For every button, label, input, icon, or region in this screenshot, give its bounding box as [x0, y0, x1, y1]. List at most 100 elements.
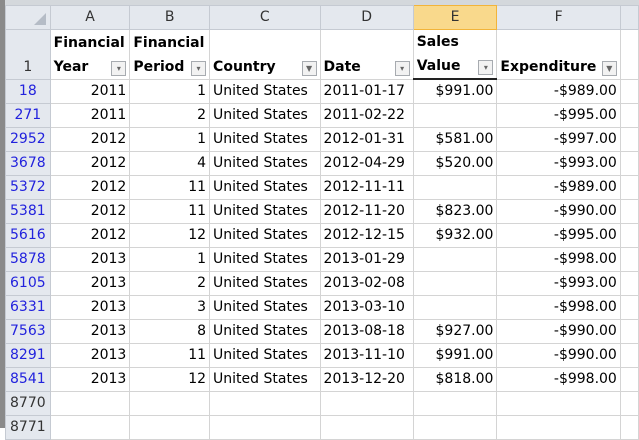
column-header-C[interactable]: C	[209, 5, 321, 30]
filter-funnel-icon[interactable]: ▼	[301, 60, 317, 76]
cell-period[interactable]: 3	[129, 295, 211, 320]
cell-country[interactable]: United States	[209, 103, 321, 128]
row-header[interactable]: 7563	[5, 319, 51, 344]
cell[interactable]	[619, 127, 639, 152]
cell-year[interactable]: 2012	[49, 127, 131, 152]
cell-year[interactable]: 2011	[49, 103, 131, 128]
dropdown-icon[interactable]: ▾	[111, 60, 127, 76]
cell[interactable]	[619, 319, 639, 344]
cell-country[interactable]: United States	[209, 271, 321, 296]
cell-sales[interactable]	[412, 271, 498, 296]
row-header[interactable]: 5878	[5, 247, 51, 272]
cell-date[interactable]: 2012-12-15	[319, 223, 414, 248]
row-header[interactable]: 1	[5, 29, 51, 80]
cell-sales[interactable]: $818.00	[412, 367, 498, 392]
cell-year[interactable]: 2013	[49, 271, 131, 296]
cell[interactable]	[619, 151, 639, 176]
cell[interactable]	[412, 391, 498, 416]
column-header-D[interactable]: D	[319, 5, 414, 30]
cell-date[interactable]: 2013-02-08	[319, 271, 414, 296]
cell-year[interactable]: 2013	[49, 247, 131, 272]
cell-country[interactable]: United States	[209, 151, 321, 176]
cell-sales[interactable]	[412, 175, 498, 200]
cell-year[interactable]: 2011	[49, 78, 131, 104]
cell[interactable]	[619, 199, 639, 224]
cell-sales[interactable]: $932.00	[412, 223, 498, 248]
dropdown-icon[interactable]: ▾	[478, 60, 494, 75]
cell-exp[interactable]: -$990.00	[496, 199, 621, 224]
cell-year[interactable]: 2012	[49, 199, 131, 224]
cell[interactable]	[496, 391, 621, 416]
cell-exp[interactable]: -$995.00	[496, 223, 621, 248]
dropdown-icon[interactable]: ▾	[394, 60, 410, 76]
cell-year[interactable]: 2013	[49, 319, 131, 344]
cell-sales[interactable]: $991.00	[412, 343, 498, 368]
cell-date[interactable]: 2011-01-17	[319, 78, 414, 104]
filter-funnel-icon[interactable]: ▼	[601, 60, 617, 76]
column-header-partial[interactable]	[619, 5, 639, 30]
cell-country[interactable]: United States	[209, 223, 321, 248]
cell-sales[interactable]	[412, 247, 498, 272]
cell-date[interactable]: 2013-08-18	[319, 319, 414, 344]
cell-sales[interactable]: $581.00	[412, 127, 498, 152]
cell[interactable]	[619, 391, 639, 416]
cell-country[interactable]: United States	[209, 175, 321, 200]
cell-date[interactable]: 2013-12-20	[319, 367, 414, 392]
cell-sales[interactable]: $991.00	[412, 78, 498, 104]
cell[interactable]	[619, 295, 639, 320]
cell-period[interactable]: 1	[129, 78, 211, 104]
row-header[interactable]: 2952	[5, 127, 51, 152]
cell[interactable]	[619, 343, 639, 368]
cell-year[interactable]: 2012	[49, 175, 131, 200]
column-header-E[interactable]: E	[412, 5, 498, 30]
cell[interactable]	[619, 271, 639, 296]
cell-date[interactable]: 2013-01-29	[319, 247, 414, 272]
cell-date[interactable]: 2011-02-22	[319, 103, 414, 128]
cell-exp[interactable]: -$989.00	[496, 78, 621, 104]
cell-exp[interactable]: -$993.00	[496, 151, 621, 176]
cell-exp[interactable]: -$993.00	[496, 271, 621, 296]
column-header-B[interactable]: B	[129, 5, 211, 30]
cell[interactable]	[619, 175, 639, 200]
cell-date[interactable]: 2013-11-10	[319, 343, 414, 368]
cell-country[interactable]: United States	[209, 78, 321, 104]
dropdown-icon[interactable]: ▾	[191, 60, 207, 76]
cell-sales[interactable]	[412, 295, 498, 320]
row-header[interactable]: 5372	[5, 175, 51, 200]
cell-country[interactable]: United States	[209, 343, 321, 368]
cell-country[interactable]: United States	[209, 319, 321, 344]
cell-exp[interactable]: -$995.00	[496, 103, 621, 128]
cell[interactable]	[619, 367, 639, 392]
cell-period[interactable]: 2	[129, 271, 211, 296]
cell-period[interactable]: 1	[129, 247, 211, 272]
cell-exp[interactable]: -$990.00	[496, 343, 621, 368]
cell[interactable]	[619, 103, 639, 128]
cell-exp[interactable]: -$998.00	[496, 247, 621, 272]
cell-year[interactable]: 2013	[49, 343, 131, 368]
row-header[interactable]: 8541	[5, 367, 51, 392]
row-header[interactable]: 18	[5, 78, 51, 104]
cell[interactable]	[319, 391, 414, 416]
cell-sales[interactable]	[412, 103, 498, 128]
cell-country[interactable]: United States	[209, 367, 321, 392]
cell[interactable]	[619, 247, 639, 272]
row-header[interactable]: 6105	[5, 271, 51, 296]
cell-period[interactable]: 12	[129, 367, 211, 392]
cell-year[interactable]: 2012	[49, 223, 131, 248]
cell-year[interactable]: 2012	[49, 151, 131, 176]
cell-date[interactable]: 2013-03-10	[319, 295, 414, 320]
cell-period[interactable]: 12	[129, 223, 211, 248]
cell-year[interactable]: 2013	[49, 295, 131, 320]
row-header[interactable]: 271	[5, 103, 51, 128]
select-all-corner[interactable]	[5, 5, 51, 30]
cell[interactable]	[619, 78, 639, 104]
row-header[interactable]: 5616	[5, 223, 51, 248]
cell-sales[interactable]: $520.00	[412, 151, 498, 176]
cell-exp[interactable]: -$998.00	[496, 295, 621, 320]
cell-exp[interactable]: -$990.00	[496, 319, 621, 344]
column-header-A[interactable]: A	[49, 5, 131, 30]
cell[interactable]	[129, 391, 211, 416]
cell-country[interactable]: United States	[209, 295, 321, 320]
cell-period[interactable]: 11	[129, 343, 211, 368]
cell-period[interactable]: 11	[129, 199, 211, 224]
